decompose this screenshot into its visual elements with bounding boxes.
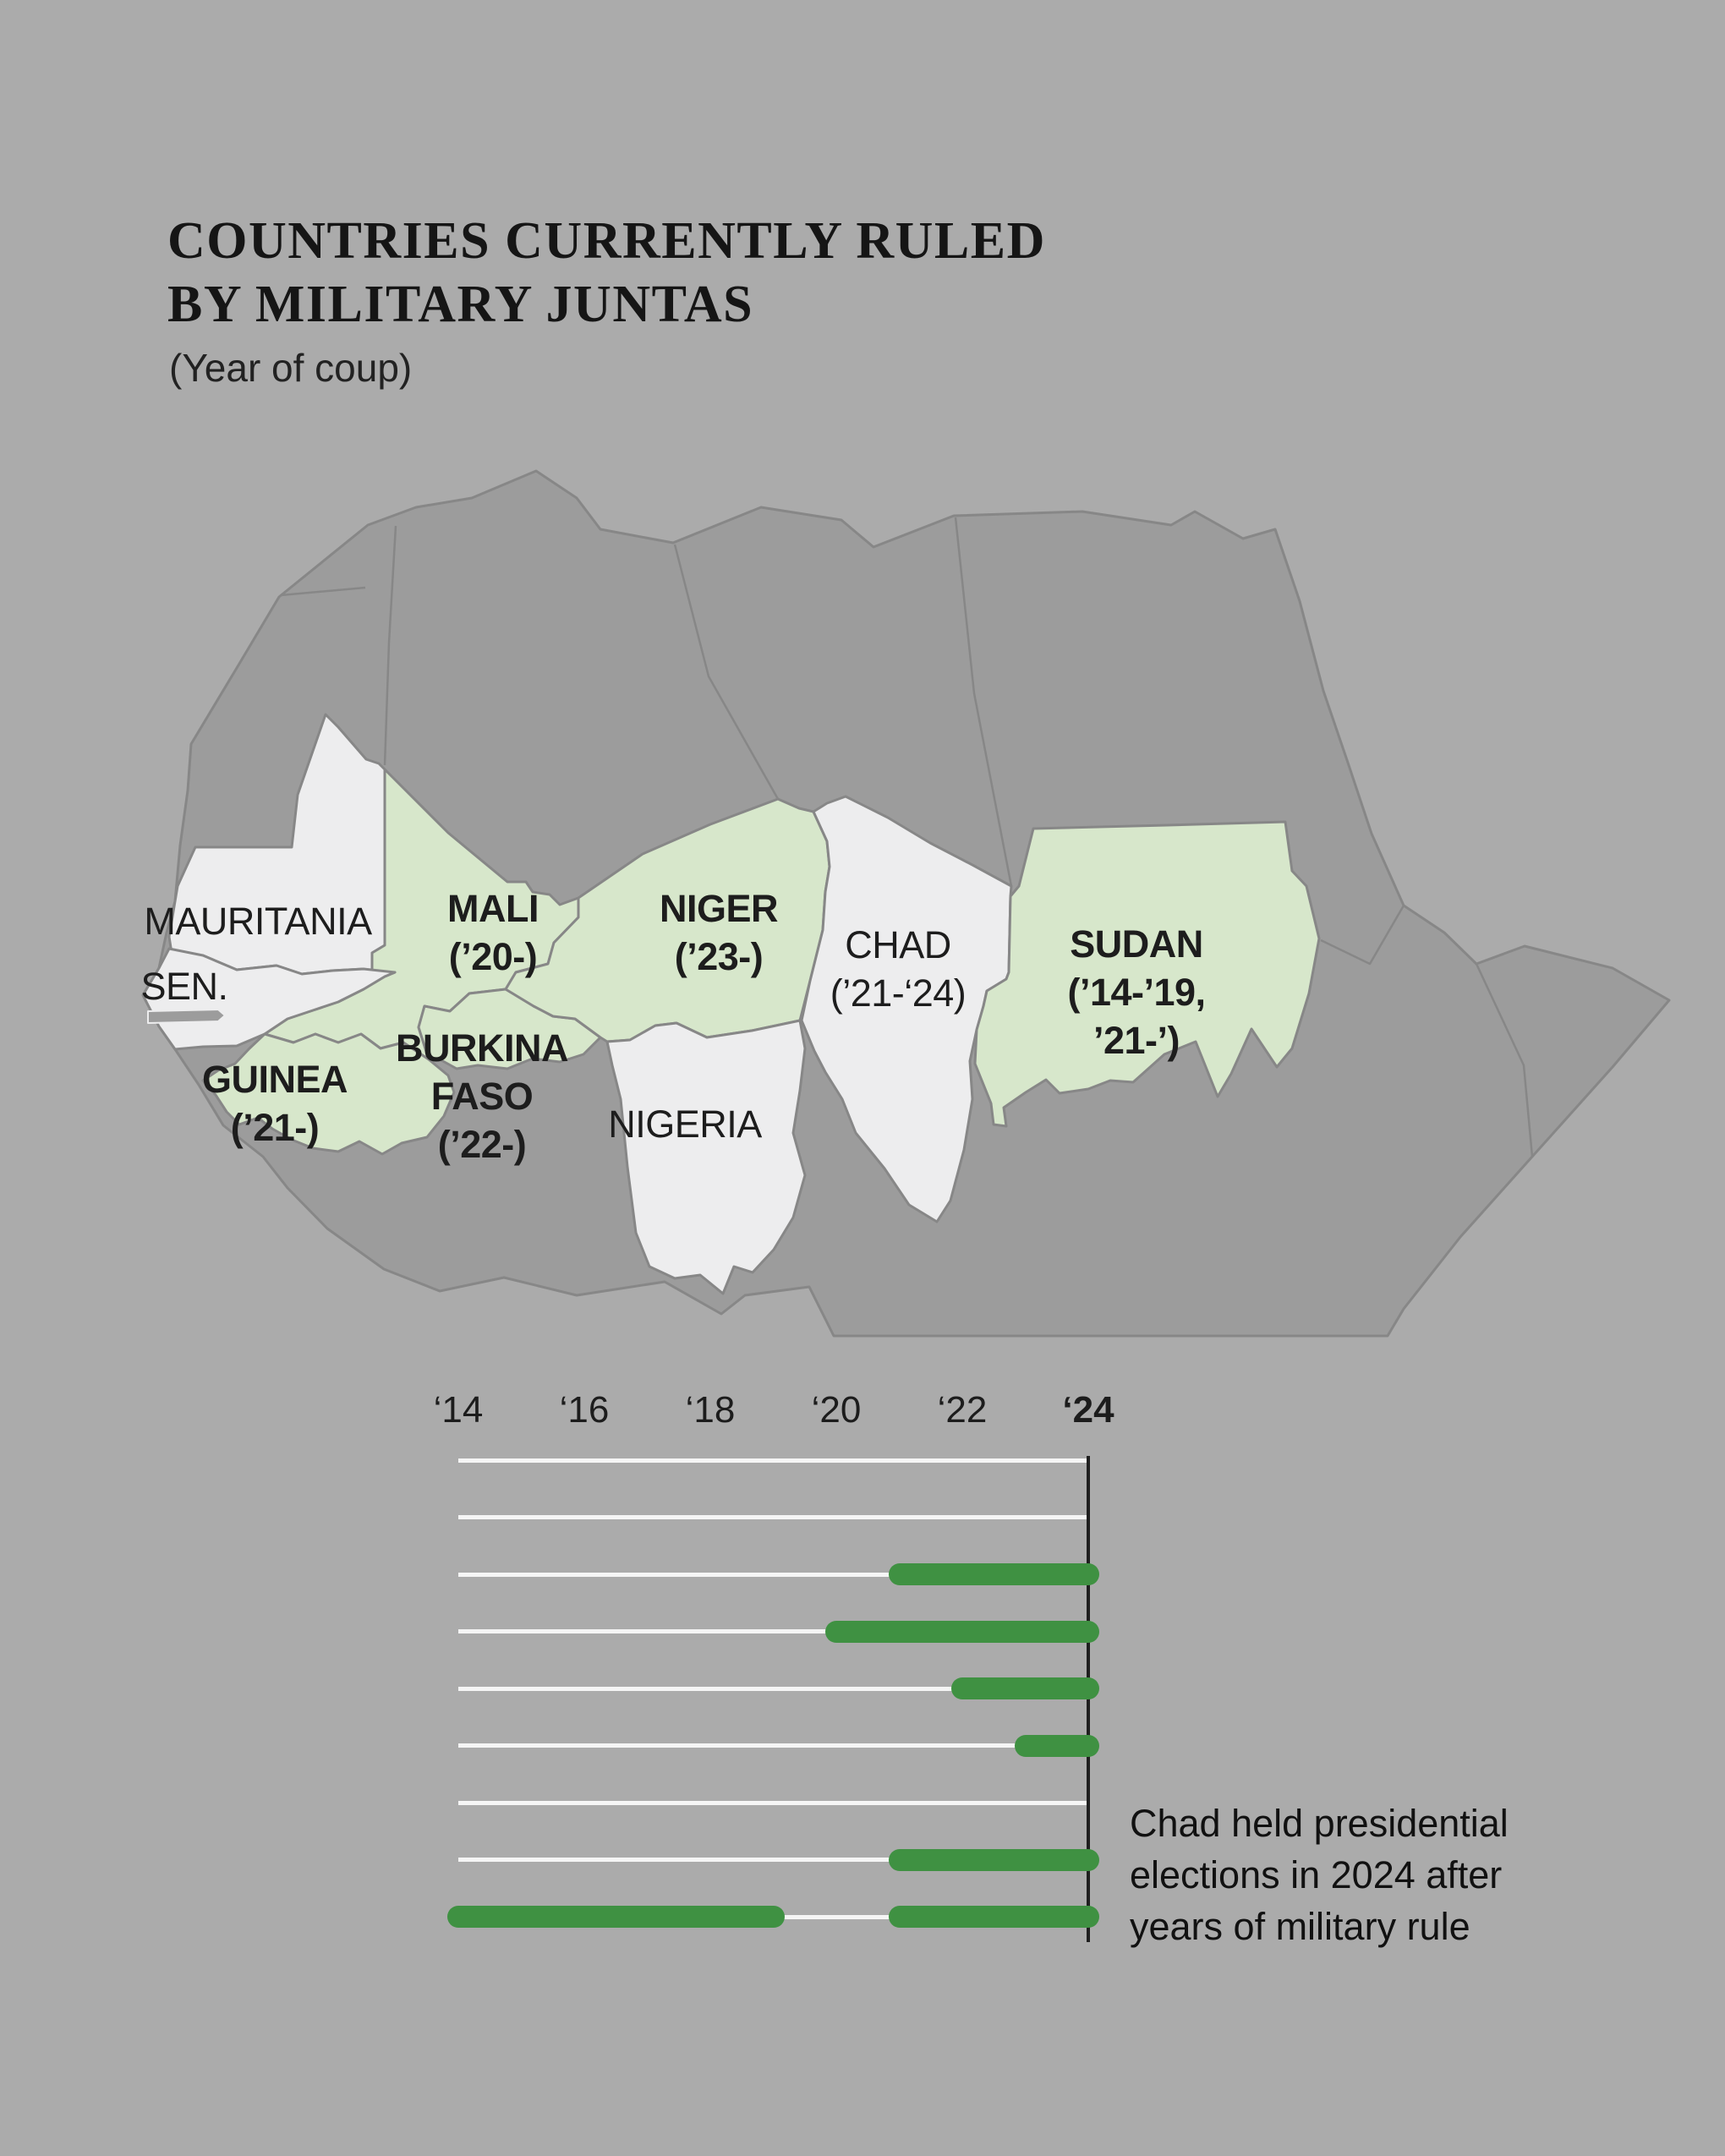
axis-tick-2024: ‘24 — [1062, 1389, 1114, 1431]
junta-bar-sudan-2 — [888, 1906, 1099, 1928]
map-label-burkina-line3: (’22-) — [437, 1123, 527, 1166]
map-label-chad-line2: (’21-‘24) — [830, 971, 967, 1015]
chad-annotation: Chad held presidential elections in 2024 … — [1130, 1798, 1509, 1952]
page-title-line1: COUNTRIES CURRENTLY RULED — [167, 212, 1046, 270]
map-label-sudan-line2: (’14-’19, — [1067, 971, 1206, 1014]
row-line — [458, 1858, 1088, 1862]
row-line — [458, 1515, 1088, 1519]
chad-annotation-line2: elections in 2024 after — [1130, 1853, 1503, 1896]
junta-bar-chad — [888, 1848, 1099, 1871]
map-label-senegal: SEN. — [140, 965, 228, 1008]
row-line — [458, 1572, 1088, 1577]
map-label-burkina: BURKINA — [396, 1026, 569, 1070]
map-label-sudan: SUDAN — [1070, 922, 1203, 966]
map-label-nigeria: NIGERIA — [608, 1103, 762, 1146]
row-line — [458, 1800, 1088, 1805]
map-label-niger-line2: (’23-) — [674, 935, 764, 978]
axis-tick-2020: ‘20 — [811, 1389, 862, 1431]
row-line — [458, 1743, 1088, 1748]
map-label-burkina-line2: FASO — [430, 1075, 534, 1118]
page-title-line2: BY MILITARY JUNTAS — [167, 276, 754, 333]
border-algeria-libya — [673, 544, 780, 800]
junta-bar-niger — [1014, 1734, 1099, 1757]
border-libya-egypt — [954, 517, 1013, 887]
border-westsahara-morocco — [280, 586, 366, 597]
country-gambia — [147, 1009, 226, 1024]
junta-bar-burkina-faso — [951, 1677, 1099, 1699]
junta-bar-guinea — [888, 1563, 1099, 1585]
border-morocco-algeria — [383, 525, 397, 766]
junta-bar-sudan — [447, 1906, 785, 1928]
map-label-chad: CHAD — [845, 923, 951, 966]
row-line — [458, 1686, 1088, 1691]
country-guinea — [201, 1032, 456, 1156]
country-sudan — [973, 820, 1321, 1128]
country-nigeria — [605, 1019, 807, 1295]
axis-tick-2018: ‘18 — [685, 1389, 736, 1431]
chad-annotation-line1: Chad held presidential — [1130, 1802, 1509, 1845]
map-label-guinea: GUINEA — [201, 1058, 348, 1101]
country-senegal — [141, 947, 397, 1051]
axis-tick-2016: ‘16 — [559, 1389, 610, 1431]
row-line — [458, 1458, 1088, 1463]
axis-tick-2022: ‘22 — [937, 1389, 988, 1431]
map-label-guinea-line2: (’21-) — [230, 1106, 320, 1149]
junta-bar-mali — [825, 1620, 1099, 1643]
page-title: COUNTRIES CURRENTLY RULED BY MILITARY JU… — [167, 210, 1046, 337]
border-eritrea — [1320, 905, 1405, 966]
chad-annotation-line3: years of military rule — [1130, 1905, 1470, 1948]
row-line — [458, 1629, 1088, 1633]
map-label-niger: NIGER — [659, 887, 779, 930]
map-label-mali-line2: (’20-) — [448, 935, 538, 978]
map-label-mauritania: MAURITANIA — [144, 900, 372, 943]
map-label-mali: MALI — [447, 887, 539, 930]
map-label-sudan-line3: ’21-’) — [1092, 1019, 1180, 1062]
border-ethiopia-somalia — [1475, 963, 1534, 1157]
page-subtitle: (Year of coup) — [169, 346, 413, 390]
axis-tick-2014: ‘14 — [433, 1389, 484, 1431]
